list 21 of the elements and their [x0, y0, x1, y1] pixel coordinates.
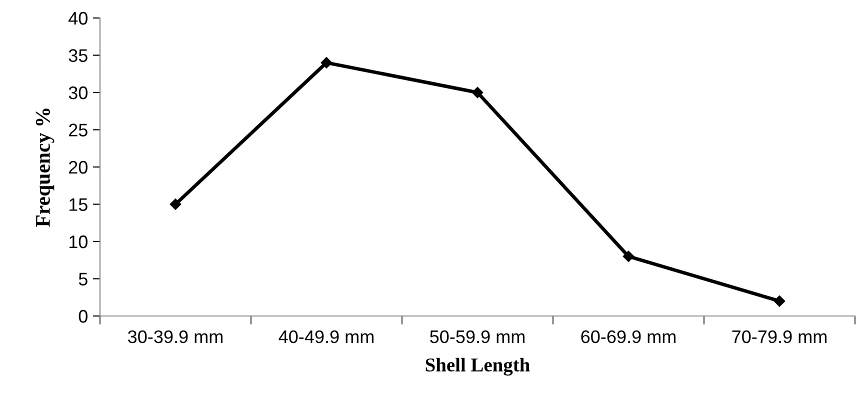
point — [170, 198, 182, 210]
y-tick-label: 5 — [78, 272, 88, 286]
point — [622, 250, 634, 262]
y-tick-label: 30 — [68, 86, 88, 100]
x-tick-label: 60-69.9 mm — [581, 330, 676, 344]
x-axis-title: Shell Length — [426, 358, 530, 376]
y-tick-label: 20 — [69, 160, 88, 174]
x-tick-label: 70-79.9 mm — [732, 330, 826, 344]
point — [774, 295, 786, 307]
point — [472, 86, 484, 98]
y-tick-label: 10 — [69, 235, 88, 248]
point — [320, 57, 332, 68]
y-tick-label: 35 — [68, 49, 88, 62]
y-tick-label: 40 — [68, 12, 88, 25]
x-tick-label: 50-59.9 mm — [430, 330, 524, 344]
y-axis-title: Frequency % — [36, 108, 54, 227]
x-tick-label: 30-39.9 mm — [128, 330, 222, 344]
y-tick-label: 25 — [69, 124, 88, 136]
y-tick-label: 0 — [78, 310, 88, 323]
y-tick-label: 15 — [69, 198, 88, 211]
x-tick-label: 40-49.9 mm — [278, 330, 374, 344]
